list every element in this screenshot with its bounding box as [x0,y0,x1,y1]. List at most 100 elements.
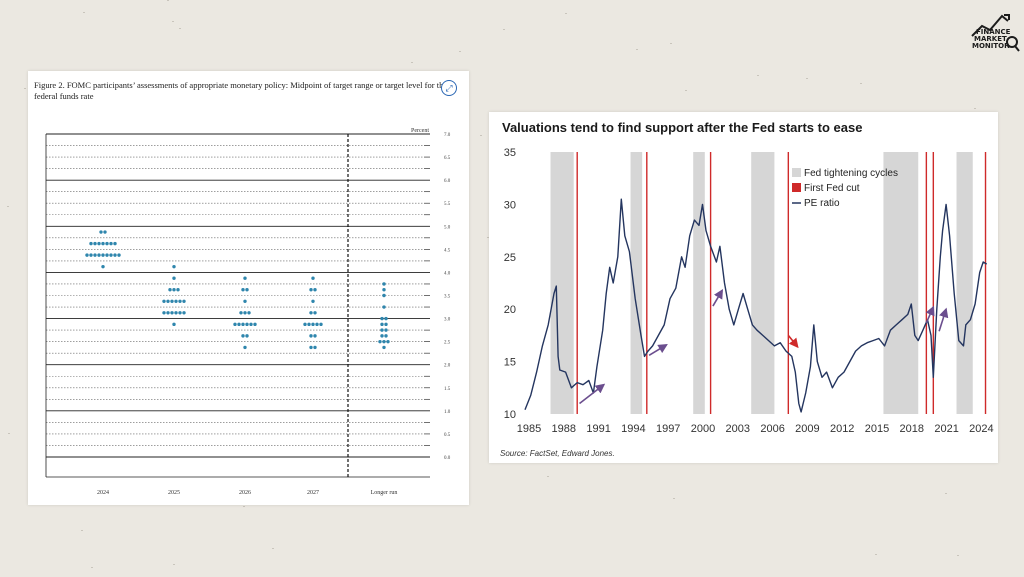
fomc-dot [243,299,247,303]
y-tick-label: 6.5 [444,156,451,161]
speck [173,564,175,565]
dot-plot-chart: Percent 0.0 0.5 1.0 1.5 2.0 2.5 3.0 3.5 4.0 4.5 5.0… [45,128,451,496]
speck [83,12,85,13]
fomc-dot [99,230,103,234]
x-tick-label: 2012 [830,423,854,435]
fomc-dot [113,241,117,246]
x-category-label: 2027 [307,490,319,496]
speck [670,43,672,44]
fomc-dot [93,253,97,257]
x-tick-label: 2009 [795,423,819,435]
speck [81,530,83,531]
y-tick-label: 4.5 [444,248,451,253]
y-tick-label: 5.0 [444,225,451,230]
legend-label-cut: First Fed cut [804,183,860,194]
x-tick-label: 2006 [760,423,784,435]
legend-swatch-cut [792,183,801,192]
speck [91,567,93,568]
fomc-dot [172,264,176,269]
fomc-dot [382,288,386,292]
speck [8,433,10,434]
fomc-dot [243,311,247,315]
fomc-dot [97,241,101,246]
speck [24,88,26,89]
y-tick-label: 1.5 [444,387,451,392]
x-tick-label: 2000 [691,423,715,435]
speck [7,206,9,207]
speck [480,135,482,136]
x-tick-label: 2021 [934,423,958,435]
y-tick-label: 10 [504,409,516,421]
y-tick-label: 7.0 [444,133,451,138]
speck [673,498,675,499]
speck [547,476,549,477]
logo-line-3: MONITOR [972,42,1010,50]
fomc-dot [89,241,93,246]
speck [459,51,461,52]
fomc-dot [245,322,249,327]
fomc-dot [245,288,249,292]
fomc-dot [311,322,315,327]
y-tick-label: 0.5 [444,433,451,438]
fomc-dot [311,299,315,303]
fomc-dot [172,288,176,292]
x-tick-label: 1994 [621,423,645,435]
speck [503,29,505,30]
trend-up-arrow [648,344,668,356]
trend-up-arrow [925,305,935,324]
fomc-dot [103,230,107,234]
fomc-dot [309,345,313,350]
fomc-dot [233,322,237,327]
y-tick-label: 2.5 [444,341,451,346]
expand-icon[interactable]: ⤢ [441,80,457,96]
fomc-dot [162,299,166,303]
y-tick-label: 5.5 [444,202,451,207]
y-tick-label: 15 [504,357,516,369]
fomc-dot [105,241,109,246]
x-tick-label: 1997 [656,423,680,435]
y-axis-label: Percent [411,128,429,134]
fomc-dot [243,276,247,280]
fomc-dot [241,288,245,292]
x-category-label: Longer run [371,490,398,496]
speck [806,78,808,79]
fomc-dot [113,253,117,257]
trend-up-arrow [938,307,949,332]
speck [875,554,877,555]
x-category-label: 2024 [97,490,109,496]
fomc-dot [101,241,105,246]
x-tick-label: 2015 [865,423,889,435]
fomc-dot [117,253,121,257]
fomc-dot [85,253,89,257]
fomc-dot [303,322,307,327]
logo-line-1: FINANCE [976,28,1011,36]
fomc-dot [241,322,245,327]
fomc-dot [89,253,93,257]
trend-down-arrow [787,334,799,349]
y-tick-label: 20 [504,304,516,316]
source-note: Source: FactSet, Edward Jones. [500,449,615,458]
fomc-dot [101,264,105,269]
speck [636,49,638,50]
fomc-dot [241,334,245,338]
fomc-dot [382,293,386,298]
y-tick-label: 35 [504,147,516,159]
x-tick-label: 2003 [726,423,750,435]
trend-up-arrow [712,288,724,307]
pe-ratio-chart-panel: Valuations tend to find support after th… [489,112,998,463]
fomc-dot [166,299,170,303]
speck [860,83,862,84]
figure-caption: Figure 2. FOMC participants’ assessments… [34,80,448,101]
legend-label-pe: PE ratio [804,198,840,209]
fomc-dot [382,305,386,309]
fomc-dot [313,311,317,315]
fomc-dot [174,311,178,315]
speck [411,62,413,63]
speck [272,548,274,549]
speck [757,75,759,76]
fomc-dot-plot-panel: Figure 2. FOMC participants’ assessments… [28,71,469,505]
fomc-dot [313,288,317,292]
fomc-dot [380,328,384,332]
logo-line-2: MARKET [974,35,1007,43]
logo-graph-icon [971,14,1020,52]
